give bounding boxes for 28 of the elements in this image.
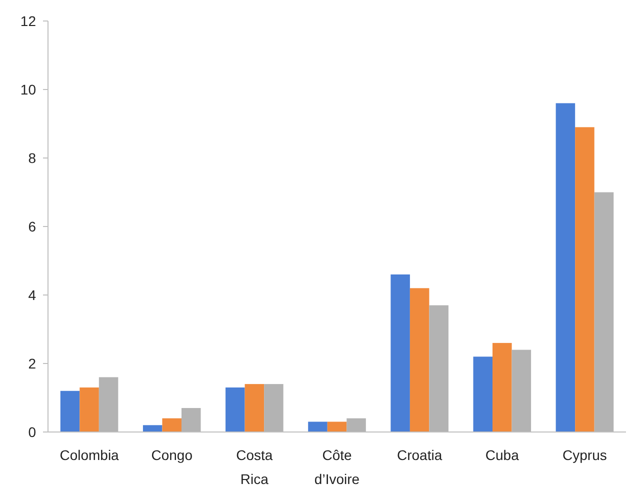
x-tick-label: Colombia — [60, 447, 120, 463]
bar — [308, 422, 328, 432]
bar — [390, 274, 410, 432]
bar — [473, 356, 493, 432]
y-tick-label: 2 — [28, 355, 36, 372]
x-tick-label: Cuba — [485, 447, 520, 463]
bar — [226, 387, 245, 432]
y-tick-label: 6 — [28, 218, 36, 234]
y-tick-label: 8 — [28, 150, 36, 166]
x-tick-label: Costa Rica — [236, 447, 273, 487]
bar — [492, 342, 512, 432]
x-tick-label: Croatia — [397, 447, 442, 463]
y-tick-label: 0 — [28, 424, 36, 440]
bar — [162, 418, 182, 432]
y-tick-label: 4 — [28, 286, 36, 303]
x-tick-label: Côte d’Ivoire — [314, 447, 360, 487]
bar — [80, 387, 99, 432]
bar — [327, 422, 347, 432]
x-tick-label: Cyprus — [562, 447, 607, 463]
bar — [410, 288, 430, 432]
bar — [60, 390, 80, 432]
bar — [244, 384, 264, 432]
bar — [575, 127, 594, 432]
bar — [556, 103, 576, 432]
y-tick-label: 12 — [20, 12, 36, 29]
y-tick-label: 10 — [20, 81, 36, 98]
x-tick-label: Congo — [151, 447, 193, 463]
bar — [142, 425, 162, 432]
